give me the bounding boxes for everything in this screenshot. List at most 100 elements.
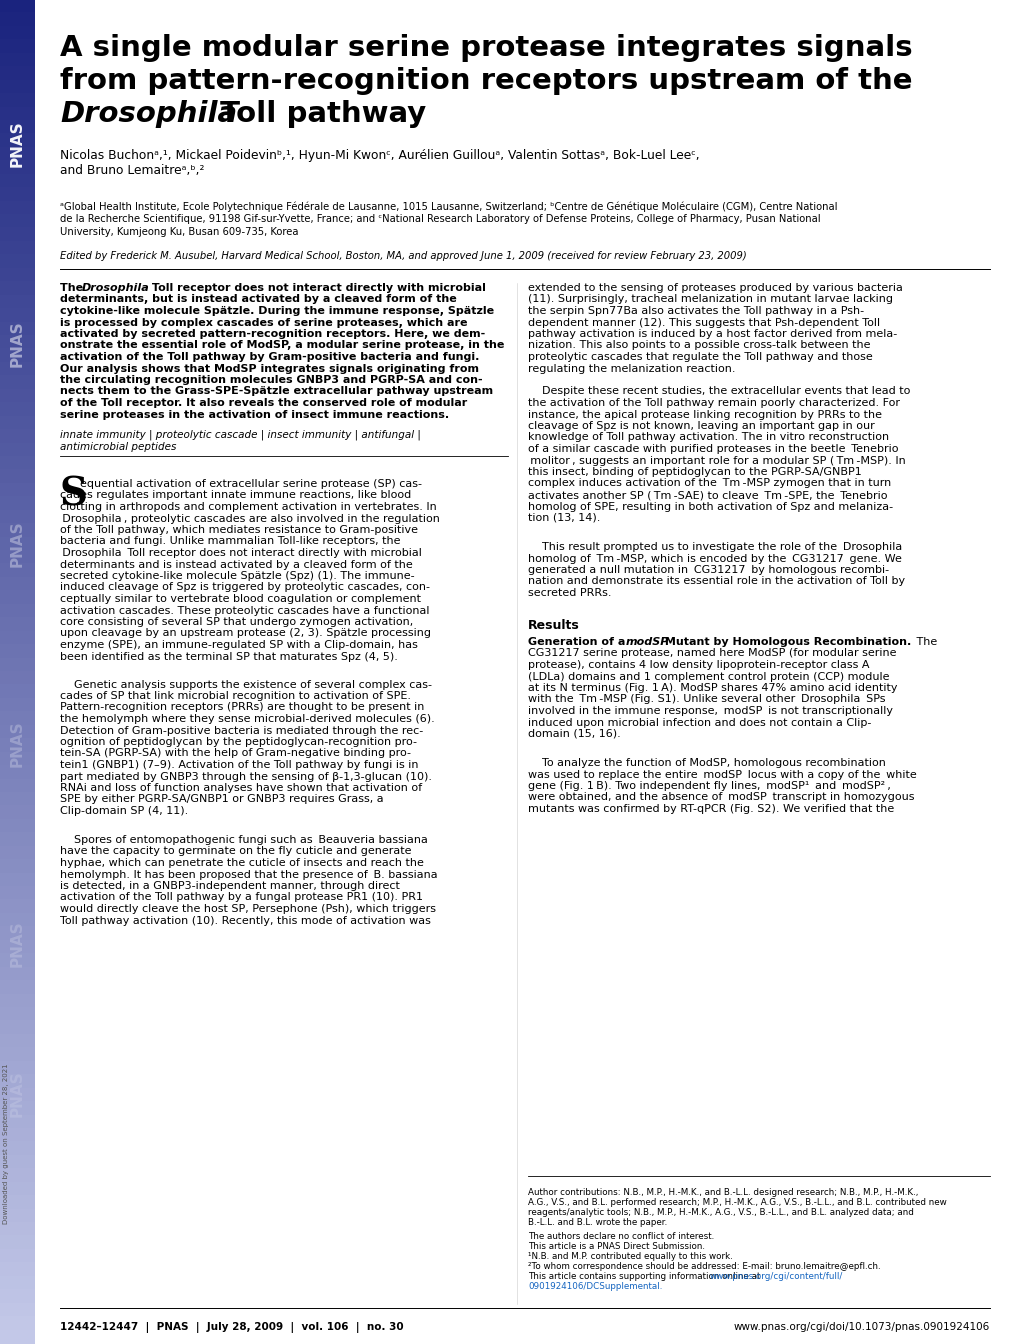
Bar <box>0 66 35 82</box>
Text: Drosophila: Drosophila <box>60 99 236 128</box>
Bar <box>0 671 35 687</box>
Text: activation cascades. These proteolytic cascades have a functional: activation cascades. These proteolytic c… <box>60 606 429 616</box>
Bar <box>0 160 35 176</box>
Bar <box>0 133 35 149</box>
Text: PNAS: PNAS <box>9 1071 24 1117</box>
Text: ¹N.B. and M.P. contributed equally to this work.: ¹N.B. and M.P. contributed equally to th… <box>528 1253 732 1261</box>
Bar <box>0 738 35 754</box>
Bar <box>0 1181 35 1198</box>
Text: enzyme (SPE), an immune-regulated SP with a Clip-domain, has: enzyme (SPE), an immune-regulated SP wit… <box>60 640 418 650</box>
Text: ²To whom correspondence should be addressed: E-mail: bruno.lemaitre@epfl.ch.: ²To whom correspondence should be addres… <box>528 1262 879 1271</box>
Text: was used to replace the entire  modSP  locus with a copy of the  white: was used to replace the entire modSP loc… <box>528 770 916 780</box>
Text: This article is a PNAS Direct Submission.: This article is a PNAS Direct Submission… <box>528 1242 704 1251</box>
Text: www.pnas.org/cgi/content/full/: www.pnas.org/cgi/content/full/ <box>709 1271 842 1281</box>
Text: tion (13, 14).: tion (13, 14). <box>528 513 600 523</box>
Text: core consisting of several SP that undergo zymogen activation,: core consisting of several SP that under… <box>60 617 413 628</box>
Text: Drosophila , proteolytic cascades are also involved in the regulation: Drosophila , proteolytic cascades are al… <box>60 513 439 524</box>
Text: cades of SP that link microbial recognition to activation of SPE.: cades of SP that link microbial recognit… <box>60 691 411 702</box>
Bar <box>0 469 35 485</box>
Text: PNAS: PNAS <box>9 121 24 167</box>
Text: secreted cytokine-like molecule Spätzle (Spz) (1). The immune-: secreted cytokine-like molecule Spätzle … <box>60 571 414 581</box>
Bar <box>0 254 35 270</box>
Text: CG31217 serine protease, named here ModSP (for modular serine: CG31217 serine protease, named here ModS… <box>528 649 896 659</box>
Bar <box>0 792 35 808</box>
Text: cades regulates important innate immune reactions, like blood: cades regulates important innate immune … <box>60 491 411 500</box>
Bar <box>0 1007 35 1023</box>
Text: Drosophila: Drosophila <box>82 284 150 293</box>
Bar <box>0 939 35 956</box>
Bar <box>0 603 35 620</box>
Bar <box>0 294 35 310</box>
Text: homolog of  Tm -MSP, which is encoded by the  CG31217  gene. We: homolog of Tm -MSP, which is encoded by … <box>528 554 901 563</box>
Text: been identified as the terminal SP that maturates Spz (4, 5).: been identified as the terminal SP that … <box>60 652 397 661</box>
Bar <box>0 684 35 700</box>
Bar <box>0 698 35 714</box>
Text: secreted PRRs.: secreted PRRs. <box>528 589 611 598</box>
Bar <box>0 886 35 902</box>
Text: cleavage of Spz is not known, leaving an important gap in our: cleavage of Spz is not known, leaving an… <box>528 421 874 431</box>
Bar <box>0 1302 35 1318</box>
Bar <box>0 308 35 324</box>
Bar <box>0 227 35 243</box>
Text: is detected, in a GNBP3-independent manner, through direct: is detected, in a GNBP3-independent mann… <box>60 882 399 891</box>
Bar <box>0 1289 35 1305</box>
Text: were obtained, and the absence of  modSP  transcript in homozygous: were obtained, and the absence of modSP … <box>528 793 914 802</box>
Text: Toll pathway: Toll pathway <box>210 99 426 128</box>
Bar <box>0 1316 35 1332</box>
Bar <box>0 1101 35 1117</box>
Bar <box>0 872 35 888</box>
Text: regulating the melanization reaction.: regulating the melanization reaction. <box>528 363 735 374</box>
Bar <box>0 980 35 996</box>
Text: activation of the Toll pathway by a fungal protease PR1 (10). PR1: activation of the Toll pathway by a fung… <box>60 892 423 903</box>
Bar <box>0 818 35 835</box>
Text: This article contains supporting information online at: This article contains supporting informa… <box>528 1271 762 1281</box>
Bar <box>0 241 35 257</box>
Bar <box>0 496 35 512</box>
Bar <box>0 1128 35 1144</box>
Text: To analyze the function of ModSP, homologous recombination: To analyze the function of ModSP, homolo… <box>528 758 886 767</box>
Text: Despite these recent studies, the extracellular events that lead to: Despite these recent studies, the extrac… <box>528 387 910 396</box>
Text: serine proteases in the activation of insect immune reactions.: serine proteases in the activation of in… <box>60 410 448 419</box>
Bar <box>0 442 35 458</box>
Text: A single modular serine protease integrates signals: A single modular serine protease integra… <box>60 34 912 62</box>
Bar <box>0 1141 35 1157</box>
Text: (11). Surprisingly, tracheal melanization in mutant larvae lacking: (11). Surprisingly, tracheal melanizatio… <box>528 294 892 305</box>
Text: innate immunity | proteolytic cascade | insect immunity | antifungal |: innate immunity | proteolytic cascade | … <box>60 429 421 439</box>
Text: tein-SA (PGRP-SA) with the help of Gram-negative binding pro-: tein-SA (PGRP-SA) with the help of Gram-… <box>60 749 411 758</box>
Bar <box>0 859 35 875</box>
Bar <box>0 456 35 472</box>
Text: homolog of SPE, resulting in both activation of Spz and melaniza-: homolog of SPE, resulting in both activa… <box>528 501 893 512</box>
Text: nects them to the Grass-SPE-Spätzle extracellular pathway upstream: nects them to the Grass-SPE-Spätzle extr… <box>60 387 492 396</box>
Bar <box>0 751 35 767</box>
Text: tein1 (GNBP1) (7–9). Activation of the Toll pathway by fungi is in: tein1 (GNBP1) (7–9). Activation of the T… <box>60 759 418 770</box>
Bar <box>0 39 35 55</box>
Bar <box>0 1020 35 1036</box>
Text: onstrate the essential role of ModSP, a modular serine protease, in the: onstrate the essential role of ModSP, a … <box>60 340 503 351</box>
Bar <box>0 1262 35 1278</box>
Text: Edited by Frederick M. Ausubel, Harvard Medical School, Boston, MA, and approved: Edited by Frederick M. Ausubel, Harvard … <box>60 251 746 261</box>
Text: nation and demonstrate its essential role in the activation of Toll by: nation and demonstrate its essential rol… <box>528 577 904 586</box>
Bar <box>0 1329 35 1344</box>
Text: de la Recherche Scientifique, 91198 Gif-sur-Yvette, France; and ᶜNational Resear: de la Recherche Scientifique, 91198 Gif-… <box>60 214 820 224</box>
Text: of the Toll pathway, which mediates resistance to Gram-positive: of the Toll pathway, which mediates resi… <box>60 526 418 535</box>
Text: proteolytic cascades that regulate the Toll pathway and those: proteolytic cascades that regulate the T… <box>528 352 872 362</box>
Bar <box>0 966 35 982</box>
Text: domain (15, 16).: domain (15, 16). <box>528 728 621 739</box>
Bar <box>0 577 35 593</box>
Bar <box>0 630 35 646</box>
Text: mutants was confirmed by RT-qPCR (Fig. S2). We verified that the: mutants was confirmed by RT-qPCR (Fig. S… <box>528 804 894 814</box>
Bar <box>0 832 35 848</box>
Text: induced cleavage of Spz is triggered by proteolytic cascades, con-: induced cleavage of Spz is triggered by … <box>60 582 430 593</box>
Text: University, Kumjeong Ku, Busan 609-735, Korea: University, Kumjeong Ku, Busan 609-735, … <box>60 227 299 237</box>
Text: the activation of the Toll pathway remain poorly characterized. For: the activation of the Toll pathway remai… <box>528 398 899 409</box>
Text: Clip-domain SP (4, 11).: Clip-domain SP (4, 11). <box>60 806 189 816</box>
Bar <box>0 0 35 15</box>
Text: with the  Tm -MSP (Fig. S1). Unlike several other  Drosophila  SPs: with the Tm -MSP (Fig. S1). Unlike sever… <box>528 695 884 704</box>
Bar <box>0 617 35 633</box>
Text: dependent manner (12). This suggests that Psh-dependent Toll: dependent manner (12). This suggests tha… <box>528 317 879 328</box>
Text: ceptually similar to vertebrate blood coagulation or complement: ceptually similar to vertebrate blood co… <box>60 594 421 603</box>
Bar <box>0 335 35 351</box>
Text: protease), contains 4 low density lipoprotein-receptor class A: protease), contains 4 low density lipopr… <box>528 660 868 671</box>
Bar <box>0 348 35 364</box>
Text: activated by secreted pattern-recognition receptors. Here, we dem-: activated by secreted pattern-recognitio… <box>60 329 485 339</box>
